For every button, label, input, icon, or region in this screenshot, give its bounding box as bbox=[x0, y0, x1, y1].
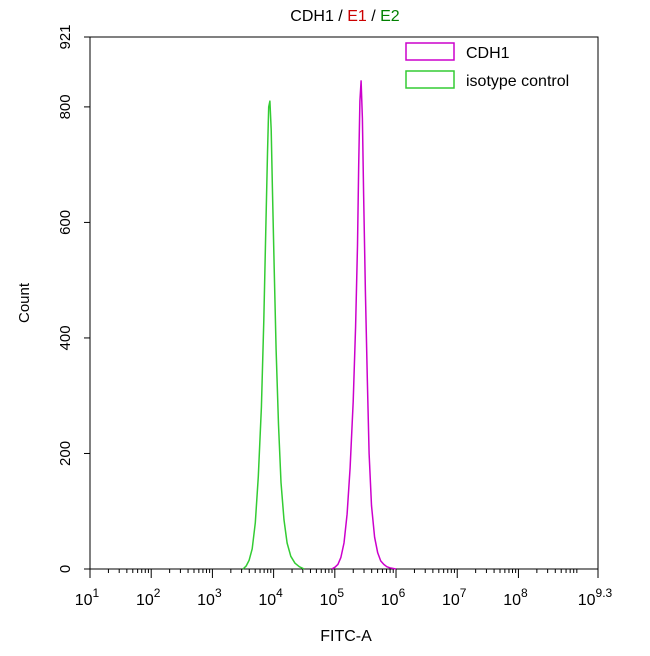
x-tick-label: 102 bbox=[136, 586, 161, 609]
chart-title: CDH1 / E1 / E2 bbox=[290, 8, 400, 25]
legend: CDH1 isotype control bbox=[405, 42, 569, 90]
x-tick-label: 105 bbox=[320, 586, 345, 609]
x-tick-label: 108 bbox=[503, 586, 528, 609]
y-tick-label: 921 bbox=[57, 24, 74, 49]
legend-label: CDH1 bbox=[466, 45, 510, 62]
y-tick-label: 400 bbox=[57, 325, 74, 350]
series-line-1 bbox=[242, 100, 305, 570]
x-tick-label: 109.3 bbox=[578, 586, 613, 609]
y-tick-label: 200 bbox=[57, 441, 74, 466]
series-layer bbox=[242, 80, 397, 570]
x-tick-label: 104 bbox=[258, 586, 283, 609]
series-line-0 bbox=[331, 80, 397, 570]
title-part-1: / bbox=[334, 8, 347, 25]
x-tick-label: 101 bbox=[75, 586, 100, 609]
x-tick-label: 103 bbox=[197, 586, 222, 609]
legend-label: isotype control bbox=[466, 73, 569, 90]
y-axis-label: Count bbox=[16, 282, 33, 323]
x-axis-label: FITC-A bbox=[320, 628, 372, 645]
plot-frame bbox=[89, 36, 599, 570]
y-tick-label: 600 bbox=[57, 210, 74, 235]
title-part-0: CDH1 bbox=[290, 8, 334, 25]
y-tick-label: 0 bbox=[57, 565, 74, 573]
x-tick-label: 106 bbox=[381, 586, 406, 609]
x-axis: 101 102 103 104 105 106 107 108 109.3 bbox=[75, 569, 613, 609]
legend-swatch bbox=[405, 70, 455, 89]
x-tick-label: 107 bbox=[442, 586, 467, 609]
title-part-2: E1 bbox=[347, 8, 367, 25]
y-axis: 0 200 400 600 800 921 bbox=[57, 24, 90, 573]
title-part-3: / bbox=[367, 8, 380, 25]
y-tick-label: 800 bbox=[57, 94, 74, 119]
title-part-4: E2 bbox=[380, 8, 400, 25]
legend-swatch bbox=[405, 42, 455, 61]
